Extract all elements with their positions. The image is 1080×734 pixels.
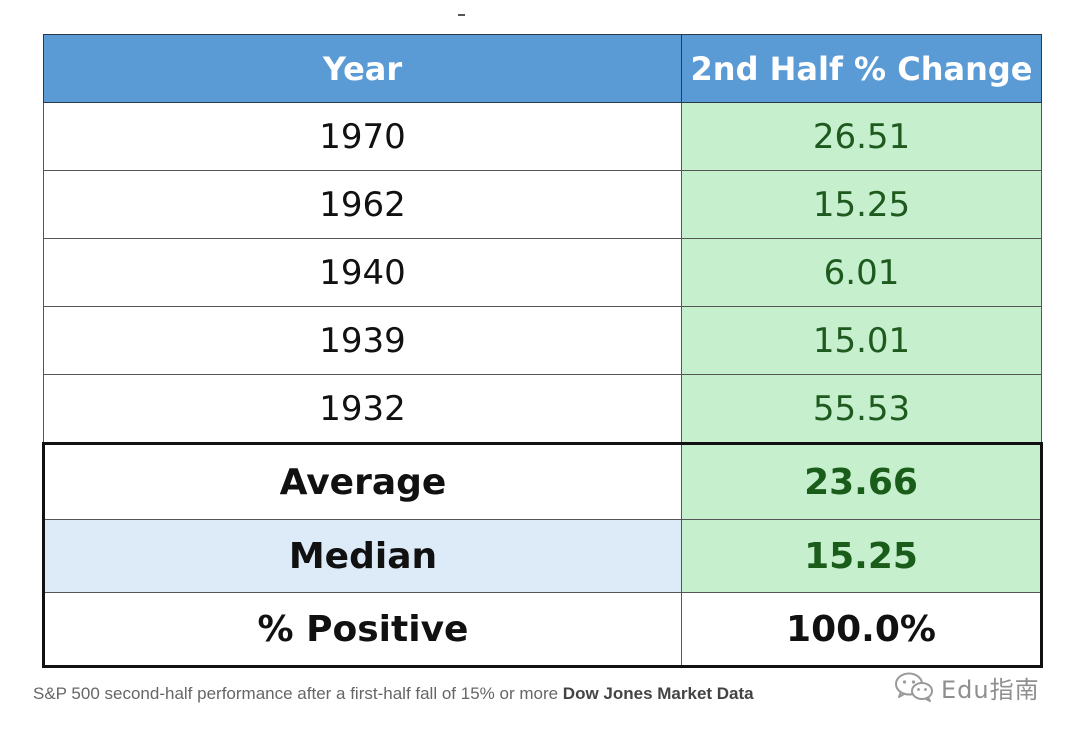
change-cell: 15.25 <box>681 170 1042 239</box>
summary-row-positive: % Positive 100.0% <box>42 592 1043 668</box>
wechat-icon <box>893 671 935 703</box>
table-row: 1962 15.25 <box>43 170 1042 239</box>
top-dash-mark <box>458 14 465 16</box>
column-header-year: Year <box>43 34 682 103</box>
summary-label-positive: % Positive <box>42 592 682 668</box>
table-header-row: Year 2nd Half % Change <box>43 34 1042 103</box>
performance-table: Year 2nd Half % Change 1970 26.51 1962 1… <box>42 34 1043 668</box>
change-cell: 15.01 <box>681 306 1042 375</box>
summary-value-median: 15.25 <box>681 519 1043 593</box>
year-cell: 1939 <box>43 306 682 375</box>
summary-label-average: Average <box>42 442 682 520</box>
watermark-text: Edu指南 <box>941 675 1040 704</box>
table-row: 1940 6.01 <box>43 238 1042 307</box>
year-cell: 1932 <box>43 374 682 444</box>
year-cell: 1962 <box>43 170 682 239</box>
watermark: Edu指南 <box>893 670 1040 704</box>
caption-text: S&P 500 second-half performance after a … <box>33 684 559 703</box>
table-caption: S&P 500 second-half performance after a … <box>33 684 754 704</box>
change-cell: 55.53 <box>681 374 1042 444</box>
summary-row-median: Median 15.25 <box>42 519 1043 593</box>
table-row: 1970 26.51 <box>43 102 1042 171</box>
summary-value-positive: 100.0% <box>681 592 1043 668</box>
change-cell: 26.51 <box>681 102 1042 171</box>
column-header-change: 2nd Half % Change <box>681 34 1042 103</box>
table-row: 1939 15.01 <box>43 306 1042 375</box>
caption-source: Dow Jones Market Data <box>562 684 754 703</box>
year-cell: 1940 <box>43 238 682 307</box>
year-cell: 1970 <box>43 102 682 171</box>
summary-label-median: Median <box>42 519 682 593</box>
table-row: 1932 55.53 <box>43 374 1042 444</box>
change-cell: 6.01 <box>681 238 1042 307</box>
summary-row-average: Average 23.66 <box>42 442 1043 520</box>
performance-table-container: Year 2nd Half % Change 1970 26.51 1962 1… <box>42 34 1043 668</box>
summary-value-average: 23.66 <box>681 442 1043 520</box>
